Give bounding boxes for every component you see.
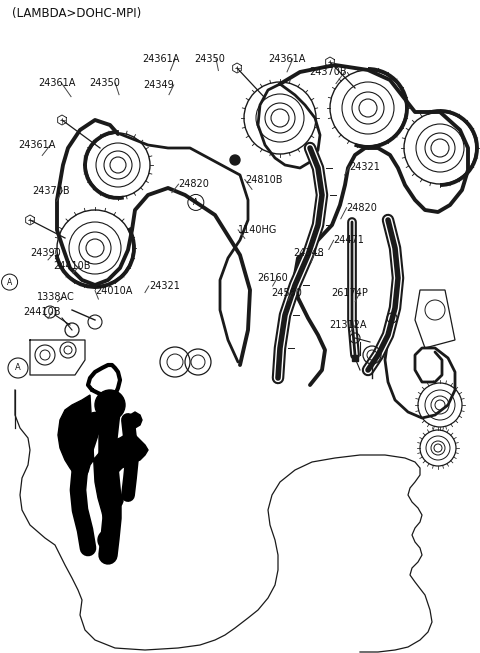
Text: 24370B: 24370B xyxy=(310,67,347,77)
Text: 24560: 24560 xyxy=(271,287,302,298)
Text: 26174P: 26174P xyxy=(331,287,368,298)
Text: 24350: 24350 xyxy=(194,54,225,64)
Text: 1140HG: 1140HG xyxy=(238,225,277,235)
Text: 24361A: 24361A xyxy=(18,140,56,150)
Text: 24349: 24349 xyxy=(143,80,174,90)
Text: 24361A: 24361A xyxy=(268,54,305,64)
Text: 24390: 24390 xyxy=(30,248,60,259)
Text: 24820: 24820 xyxy=(347,202,377,213)
Text: 24321: 24321 xyxy=(149,281,180,291)
Circle shape xyxy=(107,492,123,508)
Circle shape xyxy=(98,450,118,470)
Circle shape xyxy=(77,440,93,456)
Polygon shape xyxy=(58,395,148,525)
Circle shape xyxy=(98,530,118,550)
Text: (LAMBDA>DOHC-MPI): (LAMBDA>DOHC-MPI) xyxy=(12,7,141,20)
Text: 1338AC: 1338AC xyxy=(37,292,75,302)
Text: 24361A: 24361A xyxy=(38,78,76,88)
Text: 21312A: 21312A xyxy=(329,320,366,330)
Text: 24361A: 24361A xyxy=(142,54,180,64)
Text: A: A xyxy=(193,198,198,207)
Text: A: A xyxy=(7,278,12,287)
Text: 24370B: 24370B xyxy=(33,185,70,196)
Text: 24410B: 24410B xyxy=(53,261,90,272)
Text: 24410B: 24410B xyxy=(23,307,60,317)
Circle shape xyxy=(230,155,240,165)
Text: 24350: 24350 xyxy=(89,78,120,88)
Text: 24471: 24471 xyxy=(334,235,364,246)
Text: 24810B: 24810B xyxy=(245,174,282,185)
Text: 26160: 26160 xyxy=(257,272,288,283)
Text: A: A xyxy=(15,364,21,372)
Text: 24820: 24820 xyxy=(179,179,209,189)
Text: 24010A: 24010A xyxy=(95,285,132,296)
Circle shape xyxy=(95,390,125,420)
Text: 24321: 24321 xyxy=(349,161,380,172)
Text: 24348: 24348 xyxy=(293,248,324,259)
